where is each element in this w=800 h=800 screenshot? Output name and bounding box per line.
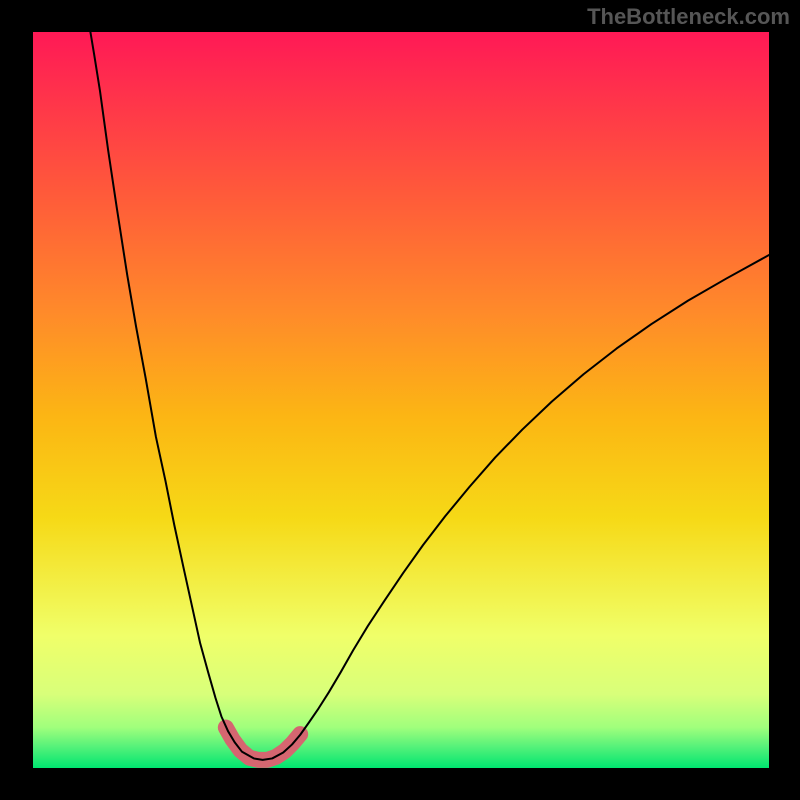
chart-svg (33, 32, 769, 768)
plot-area (33, 32, 769, 768)
watermark-text: TheBottleneck.com (587, 4, 790, 30)
bottleneck-curve (90, 32, 769, 760)
